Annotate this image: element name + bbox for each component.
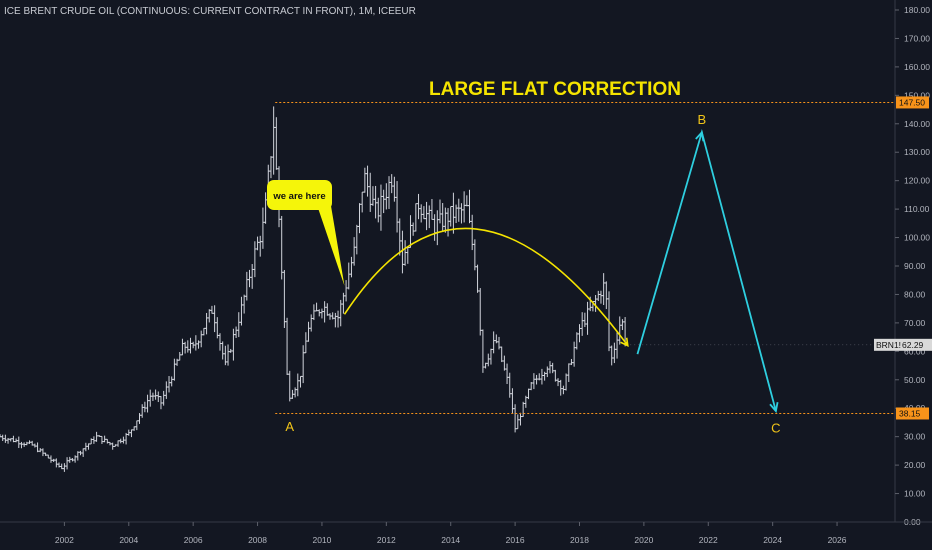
callout-pointer: [318, 200, 345, 286]
level-badge-top: [896, 96, 929, 109]
price-tick-label: 110.00: [904, 204, 930, 214]
price-tick-label: 120.00: [904, 176, 930, 186]
price-tick-label: 160.00: [904, 62, 930, 72]
time-tick-label: 2010: [312, 535, 331, 545]
time-tick-label: 2012: [377, 535, 396, 545]
level-badge-bottom: [896, 407, 929, 420]
price-tick-label: 30.00: [904, 432, 926, 442]
price-tick-label: 180.00: [904, 5, 930, 15]
time-axis[interactable]: 2002 2004 2006 2008 2010 2012 2014 2016 2018 2020…: [0, 521, 932, 545]
price-tick-label: 10.00: [904, 489, 926, 499]
price-tick-label: 50.00: [904, 375, 926, 385]
time-tick-label: 2020: [634, 535, 653, 545]
last-price-symbol: BRN1!: [876, 340, 901, 350]
annotations: A B Cwe are here: [267, 112, 781, 435]
price-tick-label: 80.00: [904, 289, 926, 299]
time-tick-label: 2026: [828, 535, 847, 545]
correction-arc-arrowhead: [620, 337, 629, 347]
time-tick-label: 2006: [184, 535, 203, 545]
last-price-value: 62.29: [902, 340, 924, 350]
level-badge-label-bottom: 38.15: [899, 408, 921, 418]
wave-label-a: A: [285, 419, 294, 434]
price-tick-label: 130.00: [904, 147, 930, 157]
time-tick-label: 2018: [570, 535, 589, 545]
time-tick-label: 2016: [506, 535, 525, 545]
price-tick-label: 20.00: [904, 460, 926, 470]
time-tick-label: 2002: [55, 535, 74, 545]
time-tick-label: 2022: [699, 535, 718, 545]
wave-label-c: C: [771, 420, 780, 435]
price-tick-label: 60.00: [904, 346, 926, 356]
symbol-header[interactable]: ICE BRENT CRUDE OIL (CONTINUOUS: CURRENT…: [4, 6, 416, 17]
projection-arrowhead-b: [695, 130, 705, 142]
wave-label-b: B: [697, 112, 706, 127]
callout-text: we are here: [272, 191, 325, 202]
last-price-badge: [874, 338, 932, 351]
price-bars: [0, 106, 627, 472]
price-tick-label: 70.00: [904, 318, 926, 328]
price-tick-label: 90.00: [904, 261, 926, 271]
time-tick-label: 2024: [763, 535, 782, 545]
correction-arc: [343, 227, 629, 347]
price-tick-label: 170.00: [904, 33, 930, 43]
chart-title: LARGE FLAT CORRECTION: [429, 79, 681, 100]
level-badge-label-top: 147.50: [899, 97, 925, 107]
price-tick-label: 100.00: [904, 233, 930, 243]
time-tick-label: 2014: [441, 535, 460, 545]
projection-arrowhead-c: [769, 402, 779, 414]
level-lines: [275, 101, 895, 414]
price-tick-label: 140.00: [904, 119, 930, 129]
time-tick-label: 2004: [119, 535, 138, 545]
time-tick-label: 2008: [248, 535, 267, 545]
callout-box: [267, 180, 332, 210]
price-tick-label: 150.00: [904, 90, 930, 100]
